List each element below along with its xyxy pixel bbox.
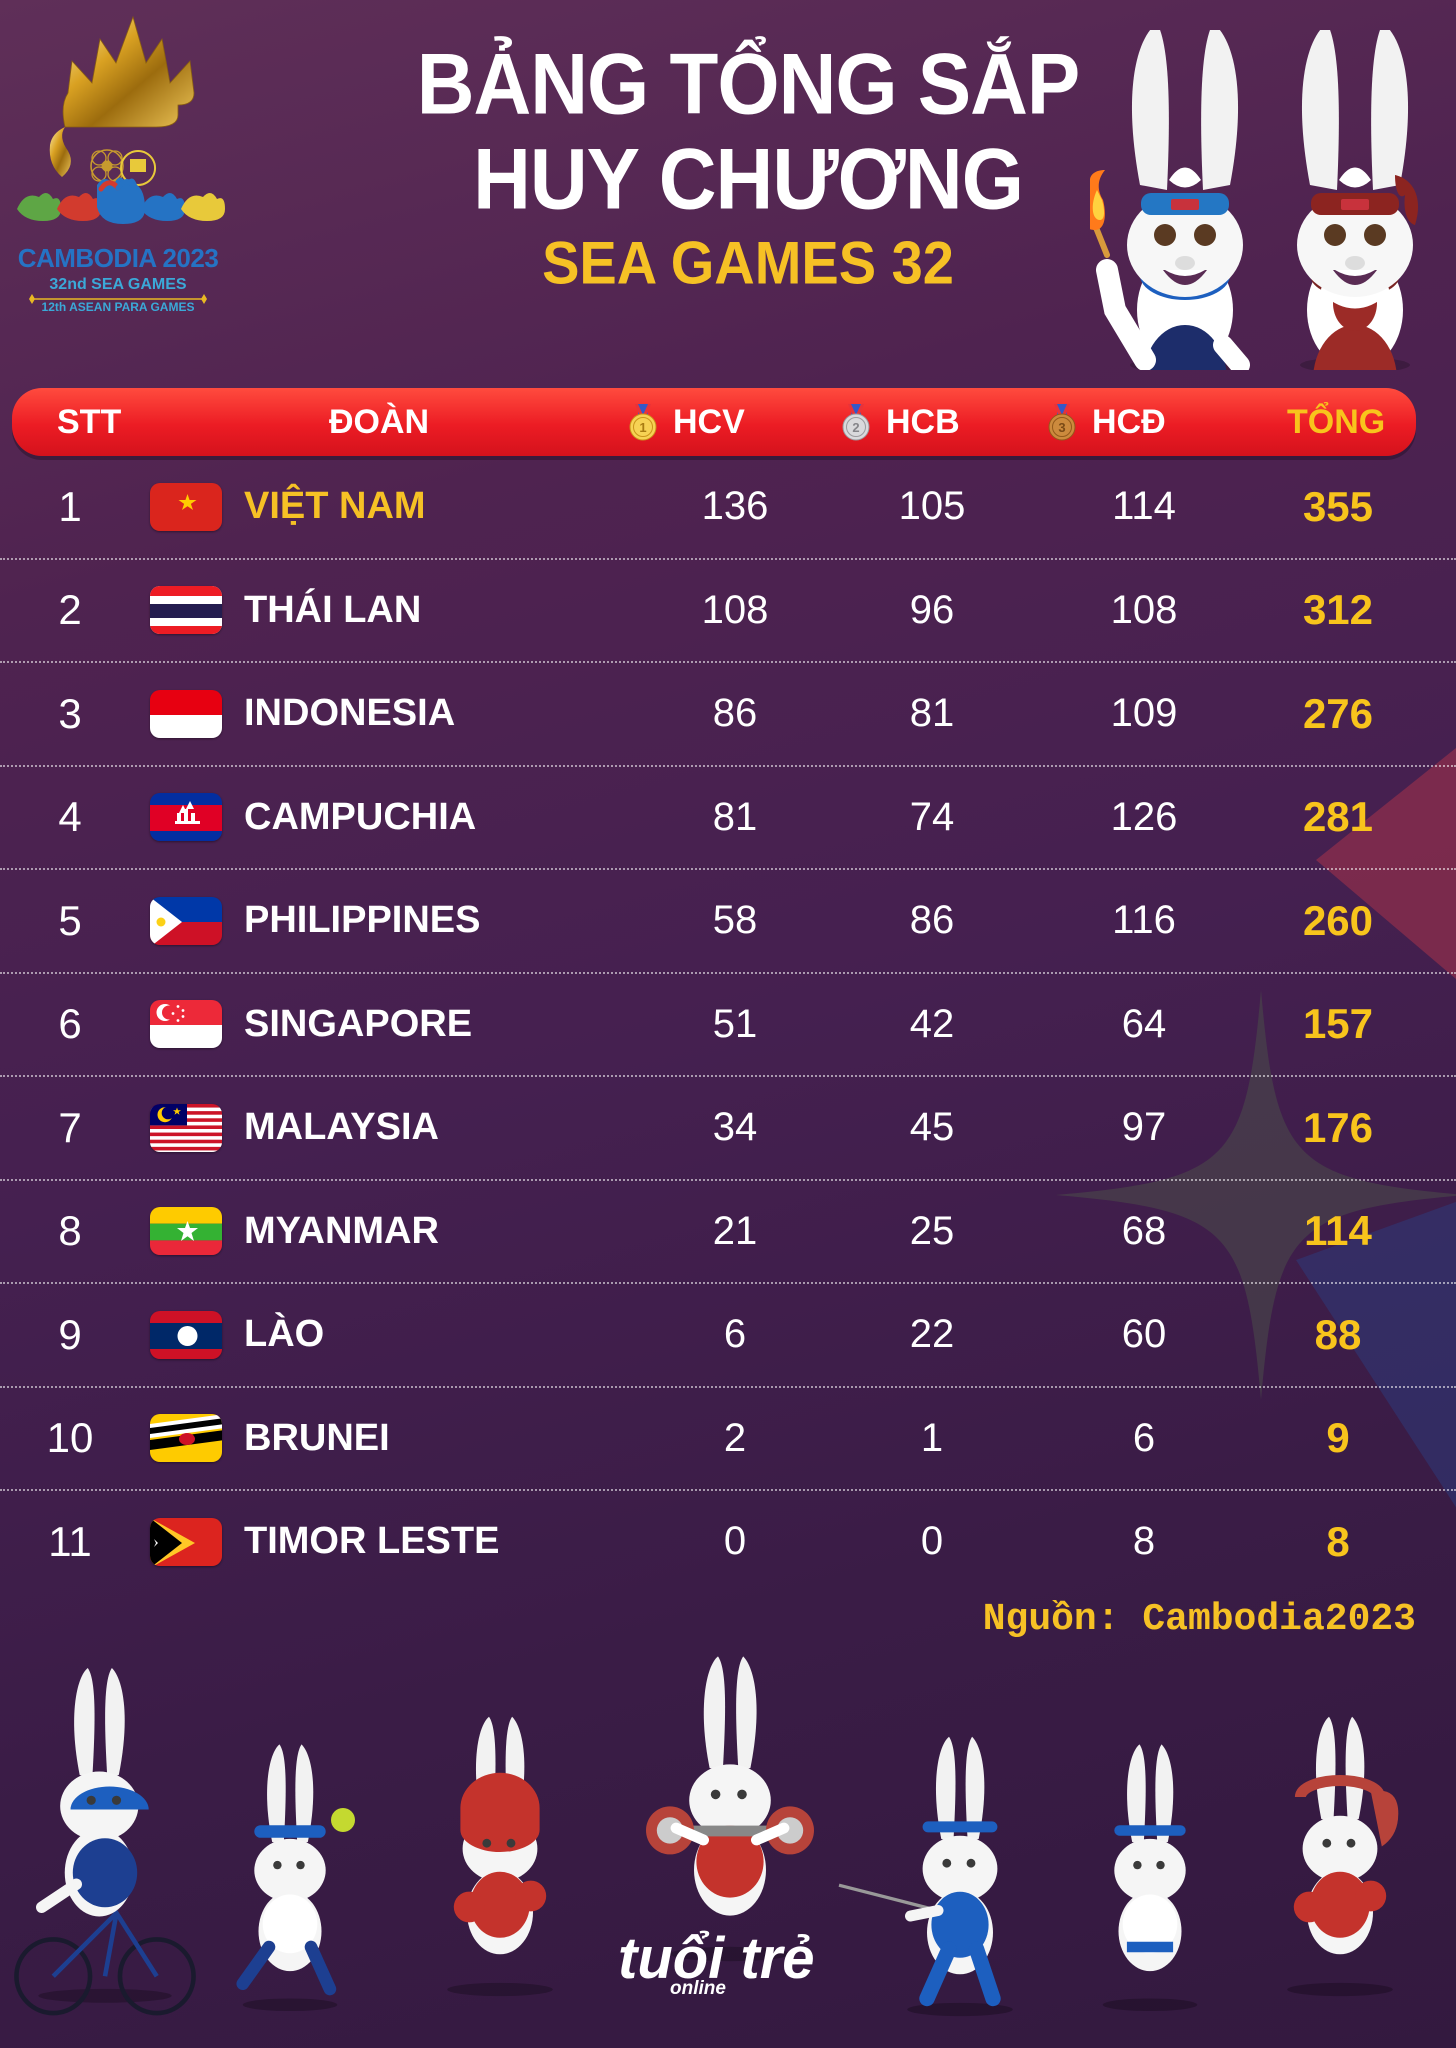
svg-text:3: 3 bbox=[1058, 420, 1065, 435]
svg-text:online: online bbox=[670, 1978, 726, 1999]
svg-text:2: 2 bbox=[852, 420, 859, 435]
svg-text:1: 1 bbox=[639, 420, 646, 435]
svg-text:CAMBODIA 2023: CAMBODIA 2023 bbox=[18, 243, 219, 273]
svg-text:12th ASEAN PARA GAMES: 12th ASEAN PARA GAMES bbox=[42, 300, 195, 314]
svg-text:32nd SEA GAMES: 32nd SEA GAMES bbox=[49, 276, 187, 293]
